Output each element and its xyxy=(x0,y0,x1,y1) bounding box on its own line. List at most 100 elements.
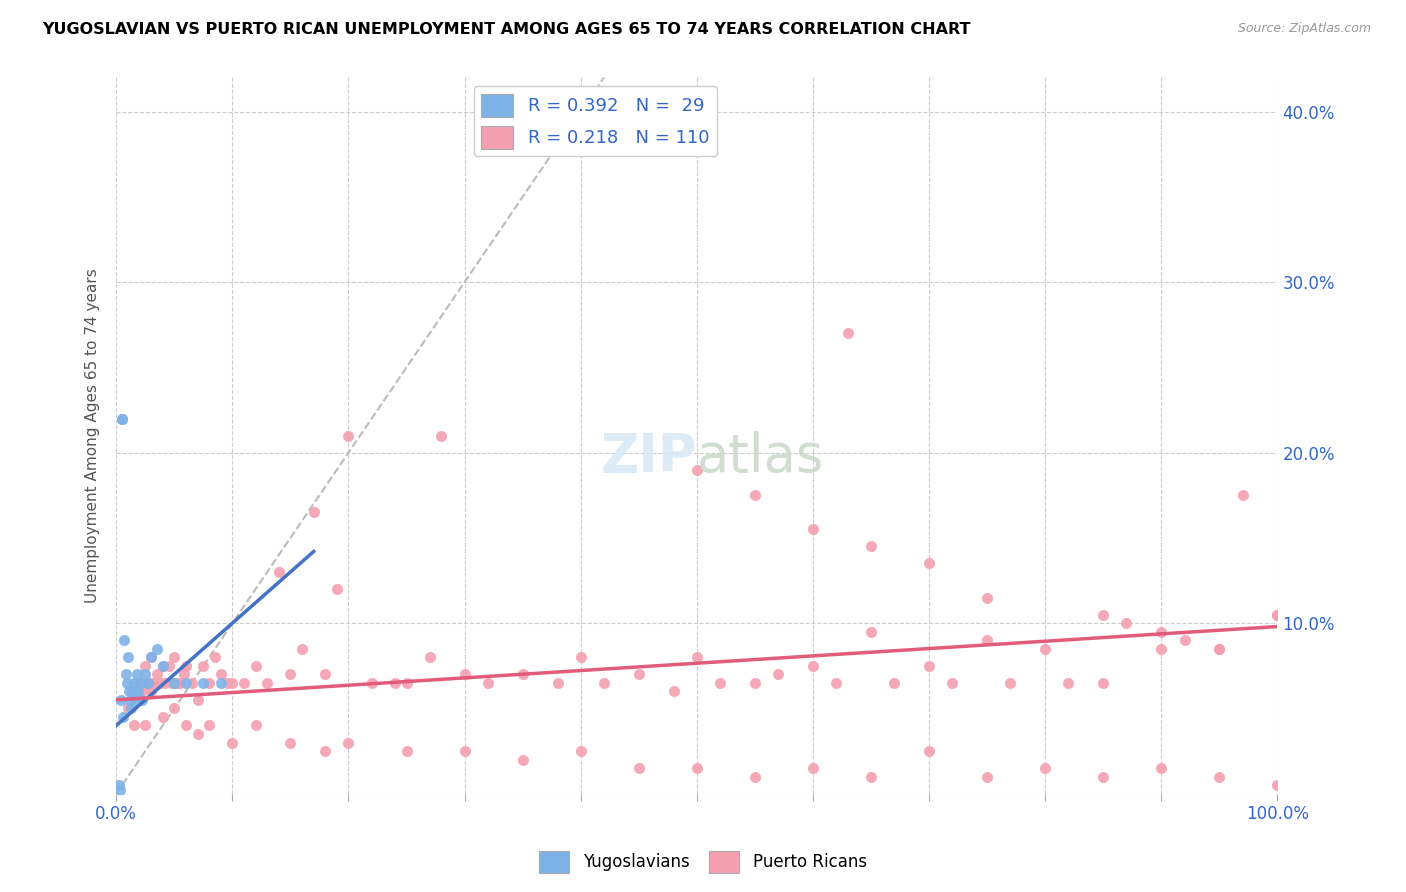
Point xyxy=(152,710,174,724)
Point xyxy=(163,676,186,690)
Point xyxy=(174,676,197,690)
Point xyxy=(314,667,336,681)
Point xyxy=(267,565,290,579)
Point xyxy=(221,735,243,749)
Point xyxy=(120,701,142,715)
Point xyxy=(1267,607,1289,622)
Point xyxy=(129,676,152,690)
Point xyxy=(134,718,156,732)
Point xyxy=(709,676,731,690)
Point xyxy=(138,676,160,690)
Point xyxy=(198,718,221,732)
Point xyxy=(859,770,882,784)
Point xyxy=(314,744,336,758)
Point xyxy=(1092,607,1115,622)
Point xyxy=(837,326,859,341)
Point xyxy=(1208,641,1230,656)
Point xyxy=(118,684,141,698)
Point xyxy=(193,676,215,690)
Point xyxy=(112,710,135,724)
Point xyxy=(174,718,197,732)
Point xyxy=(512,667,534,681)
Point xyxy=(976,633,998,648)
Point xyxy=(173,667,195,681)
Point xyxy=(117,701,139,715)
Point xyxy=(187,727,209,741)
Point xyxy=(1115,616,1137,631)
Point xyxy=(110,693,132,707)
Point xyxy=(139,650,162,665)
Point xyxy=(152,658,174,673)
Point xyxy=(547,676,569,690)
Point xyxy=(918,557,941,571)
Point xyxy=(918,744,941,758)
Legend: Yugoslavians, Puerto Ricans: Yugoslavians, Puerto Ricans xyxy=(533,845,873,880)
Point xyxy=(419,650,441,665)
Point xyxy=(142,676,165,690)
Point xyxy=(744,488,766,502)
Point xyxy=(174,658,197,673)
Text: atlas: atlas xyxy=(697,431,824,483)
Point xyxy=(801,761,824,775)
Point xyxy=(209,676,232,690)
Point xyxy=(245,718,267,732)
Point xyxy=(395,676,418,690)
Point xyxy=(163,650,186,665)
Point xyxy=(1057,676,1080,690)
Point xyxy=(245,658,267,673)
Point xyxy=(360,676,382,690)
Point xyxy=(801,522,824,536)
Point xyxy=(111,411,134,425)
Point xyxy=(139,684,162,698)
Point xyxy=(157,658,180,673)
Point xyxy=(280,667,302,681)
Point xyxy=(395,744,418,758)
Point xyxy=(198,676,221,690)
Point xyxy=(128,676,150,690)
Point xyxy=(766,667,789,681)
Point xyxy=(1000,676,1022,690)
Point xyxy=(430,428,453,442)
Point xyxy=(1208,770,1230,784)
Point xyxy=(337,428,360,442)
Point xyxy=(127,667,149,681)
Point xyxy=(512,753,534,767)
Point xyxy=(859,540,882,554)
Point xyxy=(134,658,156,673)
Point xyxy=(180,676,202,690)
Point xyxy=(121,684,143,698)
Point xyxy=(115,676,138,690)
Point xyxy=(1150,641,1173,656)
Point xyxy=(221,676,243,690)
Point xyxy=(204,650,226,665)
Point xyxy=(131,693,153,707)
Point xyxy=(1150,624,1173,639)
Point xyxy=(686,463,709,477)
Y-axis label: Unemployment Among Ages 65 to 74 years: Unemployment Among Ages 65 to 74 years xyxy=(86,268,100,603)
Point xyxy=(686,650,709,665)
Point xyxy=(627,667,650,681)
Point xyxy=(801,658,824,673)
Point xyxy=(825,676,848,690)
Point xyxy=(187,693,209,707)
Point xyxy=(627,761,650,775)
Point xyxy=(569,650,592,665)
Legend: R = 0.392   N =  29, R = 0.218   N = 110: R = 0.392 N = 29, R = 0.218 N = 110 xyxy=(474,87,717,156)
Point xyxy=(1092,770,1115,784)
Point xyxy=(976,591,998,605)
Point xyxy=(1092,676,1115,690)
Point xyxy=(120,693,142,707)
Point xyxy=(163,701,186,715)
Point xyxy=(1267,607,1289,622)
Point xyxy=(256,676,278,690)
Point xyxy=(569,744,592,758)
Text: Source: ZipAtlas.com: Source: ZipAtlas.com xyxy=(1237,22,1371,36)
Point xyxy=(215,676,238,690)
Point xyxy=(122,676,145,690)
Point xyxy=(127,684,149,698)
Point xyxy=(166,676,188,690)
Point xyxy=(124,693,146,707)
Point xyxy=(1033,641,1056,656)
Point xyxy=(134,667,156,681)
Point xyxy=(114,667,136,681)
